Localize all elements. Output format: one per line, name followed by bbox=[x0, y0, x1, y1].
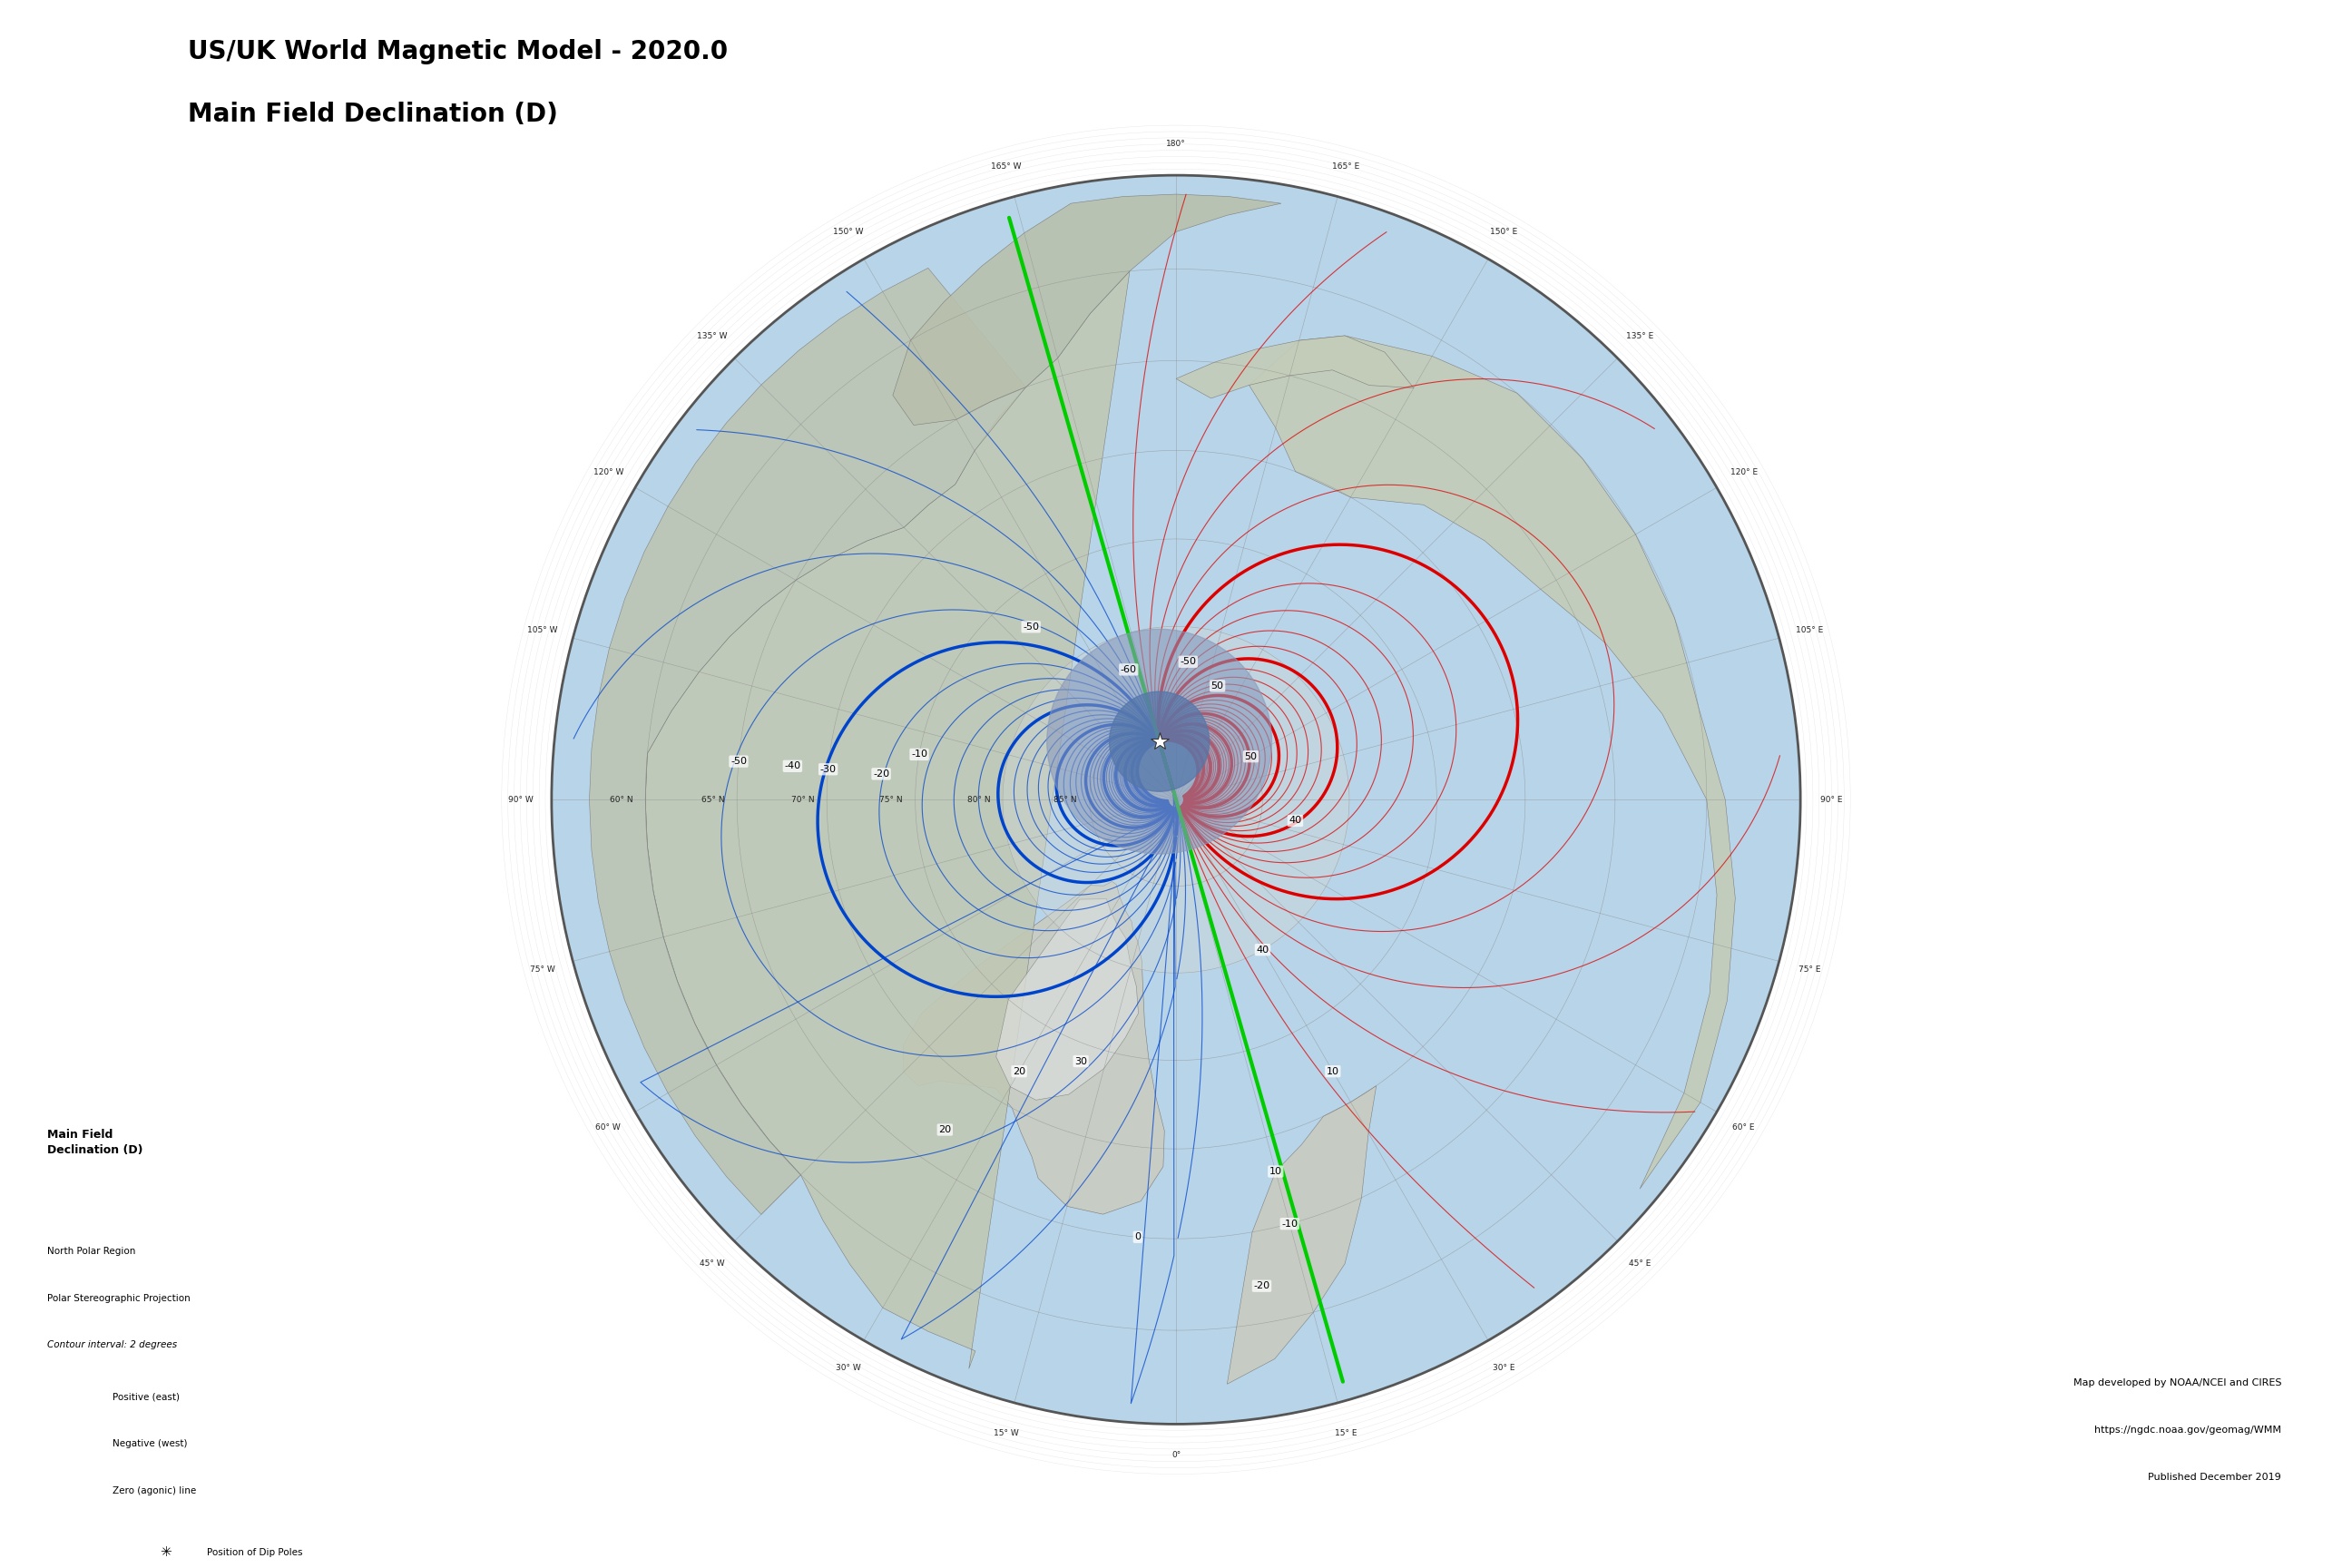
Text: 30° E: 30° E bbox=[1494, 1364, 1515, 1372]
Text: Positive (east): Positive (east) bbox=[113, 1392, 181, 1402]
Text: 20: 20 bbox=[938, 1126, 950, 1134]
Text: -10: -10 bbox=[910, 750, 927, 759]
Text: 120° W: 120° W bbox=[593, 467, 623, 477]
Text: 150° W: 150° W bbox=[833, 227, 863, 235]
Text: Position of Dip Poles: Position of Dip Poles bbox=[207, 1548, 303, 1557]
Text: 0: 0 bbox=[1134, 1232, 1141, 1242]
Text: 80° N: 80° N bbox=[967, 795, 990, 804]
Text: 45° E: 45° E bbox=[1628, 1259, 1651, 1267]
Text: 75° W: 75° W bbox=[529, 966, 555, 974]
Text: 40: 40 bbox=[1289, 817, 1301, 825]
Text: 165° W: 165° W bbox=[990, 163, 1021, 171]
Text: 10: 10 bbox=[1270, 1167, 1282, 1176]
Text: 65° N: 65° N bbox=[701, 795, 724, 804]
Text: 60° E: 60° E bbox=[1733, 1123, 1755, 1132]
Text: 180°: 180° bbox=[1167, 140, 1185, 147]
Text: -50: -50 bbox=[731, 757, 748, 765]
Text: 50: 50 bbox=[1244, 753, 1258, 760]
Polygon shape bbox=[903, 881, 1164, 1214]
Polygon shape bbox=[590, 268, 1025, 1215]
Text: Zero (agonic) line: Zero (agonic) line bbox=[113, 1486, 198, 1496]
Text: Published December 2019: Published December 2019 bbox=[2147, 1472, 2281, 1482]
Text: 135° W: 135° W bbox=[696, 332, 727, 340]
Text: 40: 40 bbox=[1256, 946, 1270, 955]
Text: 50: 50 bbox=[1211, 682, 1223, 690]
Text: 30° W: 30° W bbox=[835, 1364, 861, 1372]
Polygon shape bbox=[1249, 336, 1736, 1189]
Text: 15° W: 15° W bbox=[993, 1428, 1018, 1436]
Text: 105° E: 105° E bbox=[1795, 626, 1823, 633]
Text: Main Field Declination (D): Main Field Declination (D) bbox=[188, 102, 557, 127]
Text: 90° E: 90° E bbox=[1820, 795, 1842, 804]
Text: ✳: ✳ bbox=[160, 1546, 172, 1559]
Text: 15° E: 15° E bbox=[1334, 1428, 1357, 1436]
Text: https://ngdc.noaa.gov/geomag/WMM: https://ngdc.noaa.gov/geomag/WMM bbox=[2096, 1425, 2281, 1435]
Circle shape bbox=[553, 176, 1799, 1424]
Text: 60° N: 60° N bbox=[609, 795, 633, 804]
Text: 150° E: 150° E bbox=[1491, 227, 1517, 235]
Text: 70° N: 70° N bbox=[790, 795, 814, 804]
Text: 85° N: 85° N bbox=[1054, 795, 1077, 804]
Text: US/UK World Magnetic Model - 2020.0: US/UK World Magnetic Model - 2020.0 bbox=[188, 39, 729, 64]
Circle shape bbox=[1002, 626, 1350, 974]
Text: Negative (west): Negative (west) bbox=[113, 1439, 188, 1449]
Polygon shape bbox=[894, 194, 1282, 425]
Text: -40: -40 bbox=[783, 762, 800, 770]
Text: Main Field
Declination (D): Main Field Declination (D) bbox=[47, 1129, 143, 1156]
Text: North Polar Region: North Polar Region bbox=[47, 1247, 136, 1256]
Text: 60° W: 60° W bbox=[595, 1123, 621, 1132]
Text: 165° E: 165° E bbox=[1331, 163, 1359, 171]
Circle shape bbox=[1047, 629, 1272, 855]
Text: -50: -50 bbox=[1181, 657, 1197, 666]
Text: Contour interval: 2 degrees: Contour interval: 2 degrees bbox=[47, 1341, 176, 1350]
Text: Polar Stereographic Projection: Polar Stereographic Projection bbox=[47, 1294, 191, 1303]
Text: 135° E: 135° E bbox=[1625, 332, 1653, 340]
Text: 20: 20 bbox=[1014, 1066, 1025, 1076]
Circle shape bbox=[1089, 713, 1263, 886]
Text: -10: -10 bbox=[1282, 1220, 1298, 1228]
Text: 75° E: 75° E bbox=[1799, 966, 1820, 974]
Text: -50: -50 bbox=[1023, 622, 1040, 632]
Text: 30: 30 bbox=[1075, 1057, 1087, 1066]
Text: 90° W: 90° W bbox=[508, 795, 534, 804]
Circle shape bbox=[1110, 691, 1209, 792]
Text: -60: -60 bbox=[1120, 665, 1136, 674]
Text: -20: -20 bbox=[873, 770, 889, 778]
Text: 105° W: 105° W bbox=[527, 626, 557, 633]
Text: 120° E: 120° E bbox=[1731, 467, 1757, 477]
Text: 0°: 0° bbox=[1171, 1452, 1181, 1460]
Polygon shape bbox=[644, 271, 1129, 1369]
Text: 75° N: 75° N bbox=[880, 795, 903, 804]
Text: 45° W: 45° W bbox=[701, 1259, 724, 1267]
Text: 10: 10 bbox=[1327, 1066, 1338, 1076]
Text: Map developed by NOAA/NCEI and CIRES: Map developed by NOAA/NCEI and CIRES bbox=[2072, 1378, 2281, 1388]
Polygon shape bbox=[1176, 336, 1414, 398]
Polygon shape bbox=[1228, 1085, 1376, 1385]
Text: -20: -20 bbox=[1254, 1281, 1270, 1290]
Polygon shape bbox=[997, 898, 1138, 1101]
Text: -30: -30 bbox=[821, 765, 837, 773]
